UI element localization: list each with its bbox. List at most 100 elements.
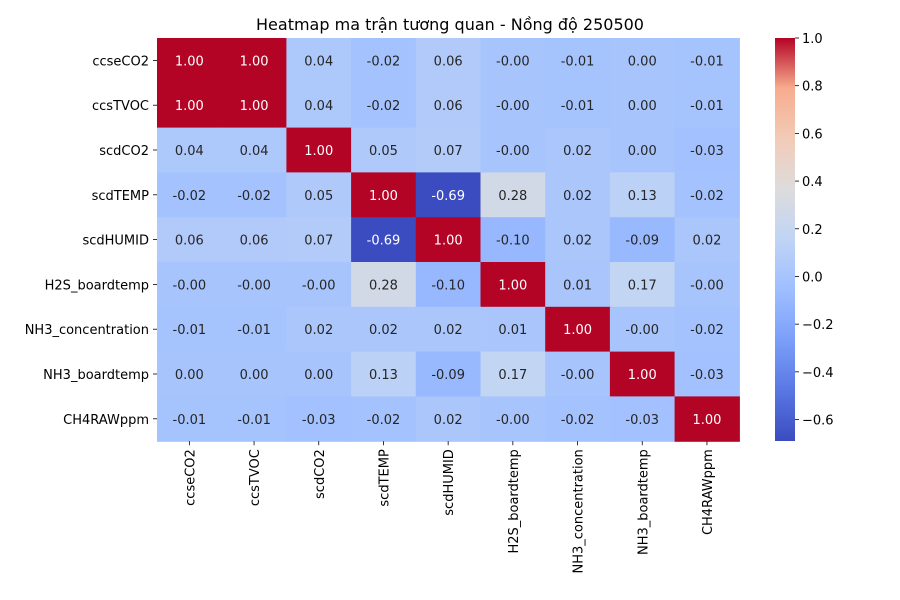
heatmap-cell-value: 1.00: [175, 54, 204, 69]
heatmap-cell: [480, 217, 546, 263]
colorbar-tick-label: 0.4: [802, 175, 823, 190]
heatmap-cell-value: 1.00: [434, 234, 463, 249]
heatmap-cell: [545, 38, 611, 84]
heatmap-cell: [286, 38, 352, 84]
heatmap-cell: [351, 351, 417, 397]
heatmap-cell: [351, 82, 417, 129]
heatmap-cell-value: 0.00: [175, 368, 204, 383]
heatmap-cell: [480, 127, 546, 173]
heatmap-cell: [674, 172, 740, 218]
heatmap-cell: [157, 82, 223, 129]
heatmap-cell-value: 0.02: [563, 234, 592, 249]
heatmap-cell-value: 0.04: [304, 99, 333, 114]
heatmap-cell-value: 0.06: [240, 234, 269, 249]
heatmap-cell: [609, 38, 676, 84]
heatmap-cell-value: 0.00: [628, 54, 657, 69]
heatmap-cell-value: -0.01: [173, 323, 207, 338]
heatmap-cell: [480, 351, 546, 397]
heatmap-cell: [157, 127, 223, 173]
heatmap-cell-value: -0.01: [690, 54, 724, 69]
heatmap-cell: [545, 172, 611, 218]
heatmap-cell: [351, 127, 417, 173]
heatmap-cell-value: -0.00: [302, 278, 336, 293]
heatmap-cell-value: -0.03: [690, 368, 724, 383]
heatmap-cell-value: 0.02: [434, 413, 463, 428]
colorbar-tick-label: −0.2: [802, 318, 834, 333]
colorbar: 1.0 0.8 0.6 0.4 0.2 0.0 −0.2 −0.4 −0.6: [775, 32, 834, 441]
heatmap-cell-value: -0.01: [561, 99, 595, 114]
heatmap-cell: [674, 38, 740, 84]
heatmap-cell-value: 0.02: [304, 323, 333, 338]
heatmap-cell-value: 0.04: [240, 144, 269, 159]
heatmap-cell: [157, 306, 223, 353]
y-tick-label: NH3_boardtemp: [43, 368, 149, 383]
colorbar-tick-label: 1.0: [802, 32, 823, 47]
heatmap-cell: [221, 262, 287, 308]
heatmap-cell: [351, 396, 417, 442]
heatmap-cell-value: -0.02: [690, 323, 724, 338]
x-tick-label: ccsTVOC: [248, 449, 263, 506]
heatmap-cell: [545, 351, 611, 397]
x-tick-label: NH3_concentration: [572, 449, 587, 573]
heatmap-cell: [286, 351, 352, 397]
heatmap-cell-value: -0.00: [625, 323, 659, 338]
heatmap-cell-value: -0.10: [431, 278, 465, 293]
heatmap-cell: [545, 82, 611, 129]
heatmap-cell-value: 0.04: [175, 144, 204, 159]
heatmap-cell: [415, 82, 482, 129]
heatmap-cell: [480, 396, 546, 442]
heatmap-cell-value: -0.02: [367, 413, 401, 428]
y-tick-label: CH4RAWppm: [63, 413, 149, 428]
heatmap-cell: [157, 396, 223, 442]
heatmap-cell: [157, 38, 223, 84]
x-tick-label: scdTEMP: [377, 449, 392, 507]
heatmap-cell-value: 0.28: [498, 189, 527, 204]
heatmap-cell-value: 0.01: [498, 323, 527, 338]
heatmap-cell: [480, 38, 546, 84]
colorbar-tick-label: 0.6: [802, 127, 823, 142]
heatmap-cell-value: 0.13: [628, 189, 657, 204]
heatmap-cell-value: 1.00: [563, 323, 592, 338]
heatmap-cell: [674, 127, 740, 173]
heatmap-cell-value: 0.05: [369, 144, 398, 159]
heatmap-cell-value: -0.10: [496, 234, 530, 249]
y-tick-label: scdHUMID: [82, 234, 149, 249]
heatmap-cells: [157, 38, 740, 442]
heatmap-cell: [674, 82, 740, 129]
heatmap-cell: [286, 127, 352, 173]
heatmap-cell: [674, 306, 740, 353]
heatmap-cell-value: -0.00: [561, 368, 595, 383]
heatmap-cell-value: -0.01: [561, 54, 595, 69]
heatmap-cell-value: 1.00: [692, 413, 721, 428]
x-tick-label: CH4RAWppm: [701, 449, 716, 535]
heatmap-cell: [480, 306, 546, 353]
chart-title: Heatmap ma trận tương quan - Nồng độ 250…: [256, 15, 644, 34]
heatmap-cell: [674, 351, 740, 397]
heatmap-cell: [545, 217, 611, 263]
colorbar-tick-label: −0.4: [802, 366, 834, 381]
heatmap-cell-value: 1.00: [240, 99, 269, 114]
heatmap-cell-value: -0.02: [561, 413, 595, 428]
heatmap-cell: [545, 262, 611, 308]
x-tick-label: H2S_boardtemp: [507, 449, 522, 553]
heatmap-cell: [221, 127, 287, 173]
heatmap-cell: [286, 217, 352, 263]
heatmap-cell: [609, 396, 676, 442]
heatmap-cell-value: -0.01: [237, 323, 271, 338]
heatmap-cell-value: 0.28: [369, 278, 398, 293]
heatmap-cell-value: -0.00: [690, 278, 724, 293]
heatmap-cell-value: 1.00: [240, 54, 269, 69]
y-tick-label: ccseCO2: [92, 54, 149, 69]
heatmap-cell-value: -0.69: [431, 189, 465, 204]
colorbar-tick-label: 0.8: [802, 80, 823, 95]
heatmap-cell-value: 0.00: [304, 368, 333, 383]
x-tick-label: scdHUMID: [442, 449, 457, 516]
heatmap-cell: [609, 351, 676, 397]
heatmap-cell: [157, 351, 223, 397]
heatmap-cell: [545, 396, 611, 442]
heatmap-cell-value: 0.00: [628, 99, 657, 114]
y-tick-label: scdCO2: [99, 144, 149, 159]
heatmap-cell: [351, 172, 417, 218]
colorbar-tick-label: −0.6: [802, 414, 834, 429]
heatmap-cell: [415, 351, 482, 397]
